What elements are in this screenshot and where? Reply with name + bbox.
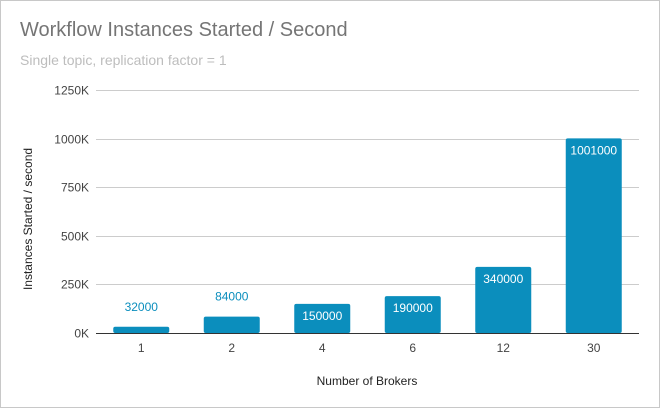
y-axis-tick-labels: 0K 250K 500K 750K 1000K 1250K	[54, 84, 89, 341]
gridlines	[96, 90, 639, 334]
data-label: 190000	[393, 301, 433, 315]
bar	[113, 326, 170, 333]
y-tick-label: 1250K	[54, 84, 89, 98]
bar	[203, 316, 260, 333]
y-tick-label: 500K	[61, 230, 89, 244]
bar	[565, 138, 622, 333]
y-tick-label: 250K	[61, 278, 89, 292]
data-label: 32000	[125, 300, 159, 314]
x-axis-tick-labels: 1 2 4 6 12 30	[138, 341, 601, 355]
data-label: 1001000	[570, 143, 617, 157]
x-tick-label: 2	[228, 341, 235, 355]
y-axis-label: Instances Started / second	[21, 148, 35, 290]
bar	[294, 303, 351, 333]
x-tick-label: 30	[587, 341, 601, 355]
chart-subtitle: Single topic, replication factor = 1	[20, 52, 227, 68]
x-tick-label: 1	[138, 341, 145, 355]
y-tick-label: 750K	[61, 181, 89, 195]
data-label: 150000	[302, 309, 342, 323]
y-tick-label: 1000K	[54, 133, 89, 147]
y-tick-label: 0K	[74, 327, 89, 341]
x-tick-label: 4	[319, 341, 326, 355]
data-label: 84000	[215, 290, 249, 304]
data-labels: 32000 84000 150000 190000 340000 1001000	[125, 143, 618, 322]
bar	[475, 266, 532, 333]
bar	[384, 296, 441, 333]
x-tick-label: 6	[409, 341, 416, 355]
chart-title: Workflow Instances Started / Second	[20, 19, 348, 41]
x-axis-label: Number of Brokers	[317, 374, 418, 388]
bars	[113, 138, 622, 333]
x-tick-label: 12	[497, 341, 511, 355]
data-label: 340000	[483, 272, 523, 286]
